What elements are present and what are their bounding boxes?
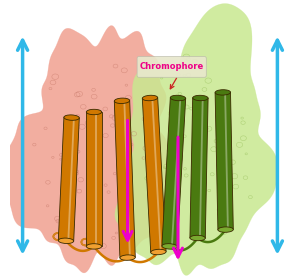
Ellipse shape <box>190 235 205 241</box>
Ellipse shape <box>162 244 177 249</box>
Polygon shape <box>162 97 186 247</box>
Ellipse shape <box>142 95 158 101</box>
Polygon shape <box>215 92 233 230</box>
Text: Chromophore: Chromophore <box>140 62 204 71</box>
Ellipse shape <box>170 95 186 101</box>
Polygon shape <box>0 25 173 273</box>
FancyBboxPatch shape <box>137 57 206 77</box>
Ellipse shape <box>193 95 208 101</box>
Ellipse shape <box>215 90 230 95</box>
Ellipse shape <box>58 238 74 244</box>
Polygon shape <box>142 98 166 252</box>
Polygon shape <box>114 101 135 258</box>
Ellipse shape <box>218 227 233 232</box>
Ellipse shape <box>114 98 130 104</box>
Ellipse shape <box>86 109 102 115</box>
Polygon shape <box>190 98 208 238</box>
Ellipse shape <box>151 249 166 255</box>
Ellipse shape <box>64 115 79 120</box>
Polygon shape <box>115 4 278 276</box>
Ellipse shape <box>86 244 102 249</box>
Polygon shape <box>86 112 102 246</box>
Ellipse shape <box>120 255 135 260</box>
Polygon shape <box>58 117 79 241</box>
